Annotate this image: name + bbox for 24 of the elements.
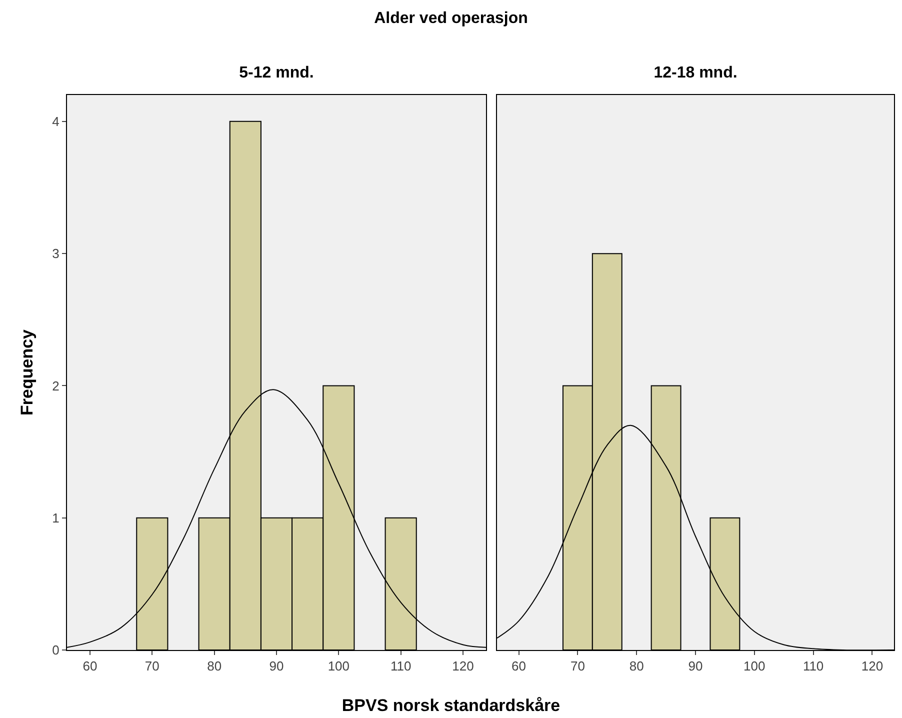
chart-title: 12-18 mnd. bbox=[654, 64, 738, 82]
x-tick-label: 100 bbox=[328, 658, 350, 674]
x-tick-label: 90 bbox=[269, 658, 284, 674]
x-tick-label: 110 bbox=[390, 658, 412, 674]
x-tick-label: 80 bbox=[207, 658, 222, 674]
y-tick-label: 1 bbox=[52, 510, 60, 526]
x-tick-label: 60 bbox=[82, 658, 98, 674]
x-tick-label: 60 bbox=[512, 658, 526, 674]
chart-title: 5-12 mnd. bbox=[239, 64, 314, 82]
x-tick-label: 100 bbox=[744, 658, 766, 674]
y-tick-label: 2 bbox=[52, 378, 60, 394]
x-tick-label: 70 bbox=[570, 658, 585, 674]
y-tick-label: 3 bbox=[52, 246, 60, 262]
y-tick-label: 4 bbox=[52, 114, 60, 129]
y-tick-label: 0 bbox=[52, 642, 60, 658]
x-tick-label: 70 bbox=[144, 658, 160, 674]
x-tick-label: 110 bbox=[802, 658, 824, 674]
text: Alder ved operasjon bbox=[373, 10, 529, 28]
x-axis-title: BPVS norsk standardskåre bbox=[340, 696, 562, 716]
x-tick-label: 120 bbox=[452, 658, 474, 674]
y-axis-title: Frequency bbox=[18, 328, 37, 416]
x-tick-label: 90 bbox=[688, 658, 703, 674]
x-tick-label: 120 bbox=[861, 658, 884, 674]
x-tick-label: 80 bbox=[629, 658, 644, 674]
